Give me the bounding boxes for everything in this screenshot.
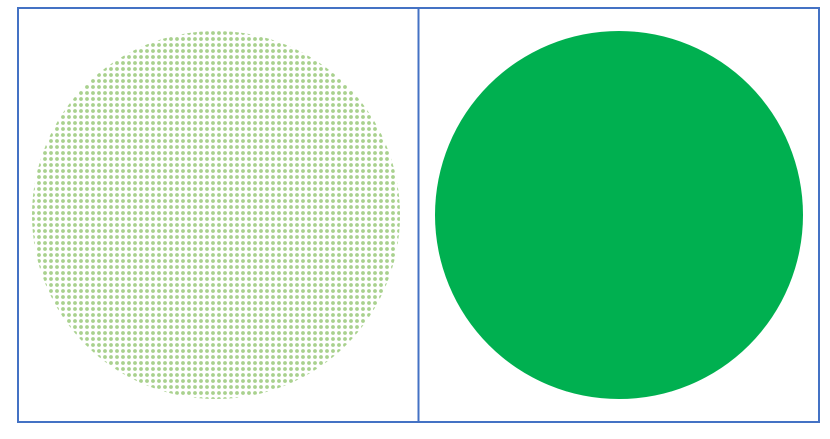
- right-panel: [435, 31, 803, 399]
- left-panel: [32, 31, 400, 399]
- pattern-filled-circle: [32, 31, 400, 399]
- solid-filled-circle: [435, 31, 803, 399]
